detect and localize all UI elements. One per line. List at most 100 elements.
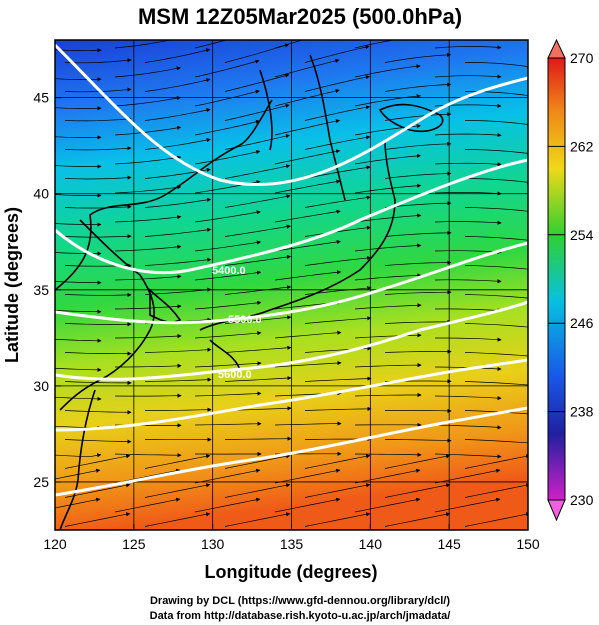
streamline <box>354 183 422 194</box>
streamline <box>64 410 132 415</box>
x-tick-label: 120 <box>43 536 67 552</box>
streamline <box>304 45 370 63</box>
colorbar-bottom-cap <box>547 499 566 522</box>
streamline <box>114 497 181 513</box>
streamline <box>384 408 452 414</box>
colorbar-tick-label: 254 <box>570 227 594 243</box>
streamline <box>55 48 102 53</box>
streamline <box>274 239 341 252</box>
streamline <box>434 395 502 401</box>
streamline <box>464 352 528 359</box>
streamline <box>224 436 292 441</box>
streamline <box>464 512 528 527</box>
y-axis-ticks: 25 30 35 40 45 <box>33 90 61 490</box>
streamline <box>55 164 102 169</box>
streamline <box>304 483 371 498</box>
streamline <box>434 162 502 167</box>
streamline <box>194 421 262 426</box>
streamline <box>114 155 182 165</box>
streamline <box>274 330 342 339</box>
streamline <box>464 236 528 243</box>
streamline <box>114 96 182 107</box>
streamline <box>384 290 452 295</box>
streamline <box>114 333 182 339</box>
contour-label-5500: 5500.0 <box>228 314 262 326</box>
x-axis-label: Longitude (degrees) <box>204 562 377 582</box>
height-contours <box>55 43 528 497</box>
streamline <box>464 483 528 498</box>
streamline <box>384 454 451 469</box>
streamline <box>64 175 132 180</box>
streamline <box>224 164 291 179</box>
streamline <box>464 265 528 272</box>
y-tick-label: 40 <box>33 186 49 202</box>
streamline <box>224 345 292 353</box>
streamline <box>354 392 422 398</box>
streamline <box>114 125 182 136</box>
colorbar-tick-label: 246 <box>570 315 594 331</box>
streamline <box>274 270 342 281</box>
streamline <box>304 195 371 208</box>
streamline <box>384 349 452 354</box>
streamline <box>144 227 212 237</box>
y-tick-label: 30 <box>33 378 49 394</box>
x-tick-label: 140 <box>359 536 383 552</box>
streamline <box>194 210 261 223</box>
streamline <box>224 103 290 121</box>
streamline <box>354 303 422 310</box>
streamline <box>304 512 371 527</box>
colorbar-tick-label: 270 <box>570 50 594 66</box>
x-tick-label: 145 <box>437 536 461 552</box>
streamline <box>55 135 102 140</box>
streamline <box>354 363 422 368</box>
streamline <box>434 279 502 284</box>
streamline <box>64 483 131 498</box>
streamline <box>194 59 260 78</box>
streamline <box>194 300 262 310</box>
streamline <box>55 396 102 402</box>
streamline <box>274 468 341 484</box>
colorbar-tick-label: 262 <box>570 138 594 154</box>
streamline <box>64 146 132 151</box>
streamline <box>274 149 341 165</box>
streamline <box>304 376 372 382</box>
streamline <box>384 171 452 179</box>
streamline <box>274 119 341 136</box>
x-tick-label: 125 <box>122 536 146 552</box>
streamline <box>224 454 291 469</box>
streamline <box>464 439 528 445</box>
streamline <box>464 294 528 301</box>
streamline <box>144 377 212 382</box>
streamline <box>114 244 182 252</box>
streamline <box>304 454 371 469</box>
credit-data: Data from http://database.rish.kyoto-u.a… <box>150 610 451 622</box>
streamline <box>304 406 372 411</box>
streamline <box>145 407 212 412</box>
streamline <box>224 73 290 92</box>
colorbar-tick-label: 230 <box>570 492 594 508</box>
streamline <box>464 120 528 127</box>
streamline <box>64 512 131 527</box>
streamline <box>55 338 102 343</box>
streamline <box>434 497 501 513</box>
streamline <box>464 381 528 388</box>
streamline <box>114 185 182 194</box>
streamline <box>354 153 422 165</box>
streamline <box>224 512 291 527</box>
streamline <box>384 512 451 527</box>
streamline <box>114 66 181 78</box>
streamline <box>434 220 502 225</box>
streamline <box>434 468 501 484</box>
streamline <box>55 193 102 198</box>
streamline <box>64 454 131 469</box>
streamline <box>274 179 341 194</box>
streamline <box>144 512 211 527</box>
streamline <box>384 438 452 443</box>
streamline <box>304 135 371 150</box>
colorbar: 270 262 254 246 238 230 <box>547 38 594 522</box>
streamline <box>194 40 228 49</box>
streamline <box>274 421 342 426</box>
streamline <box>224 194 291 208</box>
streamline <box>194 240 262 252</box>
streamline <box>384 319 452 324</box>
